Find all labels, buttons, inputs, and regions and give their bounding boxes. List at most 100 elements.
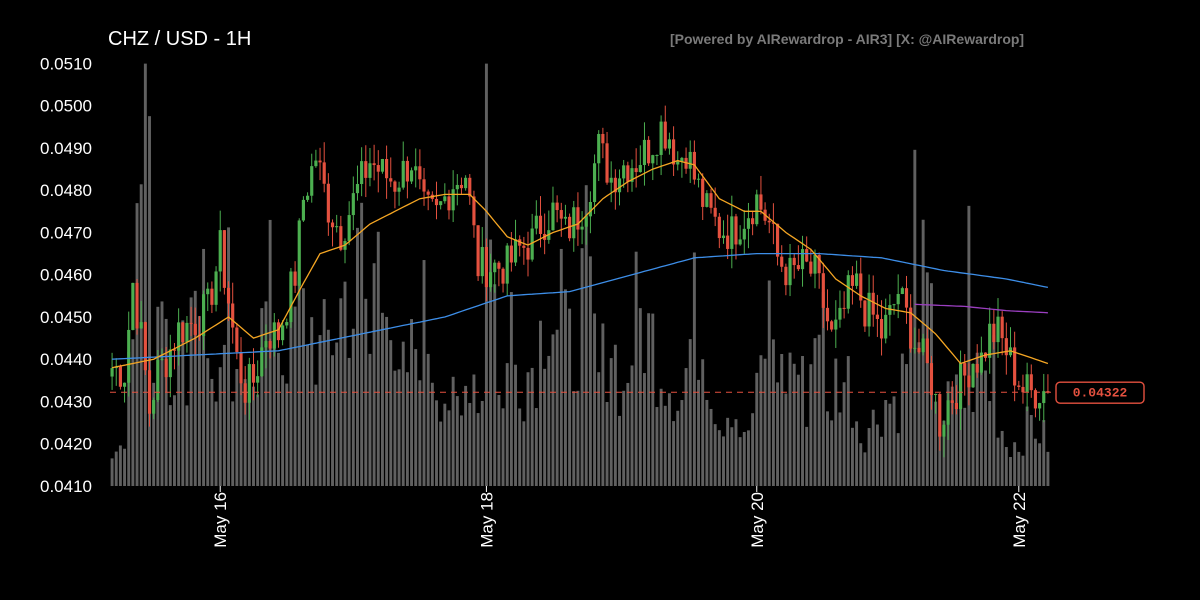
volume-bar: [489, 239, 493, 486]
candle-body: [484, 246, 488, 288]
volume-bar: [992, 335, 996, 486]
candle-body: [447, 196, 451, 211]
candle-body: [235, 327, 239, 352]
candle-body: [434, 198, 439, 206]
volume-bar: [272, 344, 276, 486]
volume-bar: [389, 340, 393, 486]
volume-bar: [551, 334, 555, 486]
candle-body: [472, 196, 476, 226]
candle-body: [509, 245, 513, 263]
volume-bar: [730, 427, 734, 486]
volume-bar: [314, 384, 318, 486]
candle-body: [834, 319, 838, 330]
volume-bar: [326, 329, 330, 486]
volume-bar: [709, 408, 713, 486]
volume-bar: [480, 400, 484, 486]
volume-bar: [618, 415, 621, 486]
volume-bar: [834, 358, 838, 486]
candle-body: [796, 265, 800, 270]
candle-body: [563, 216, 568, 219]
volume-bar: [460, 415, 463, 486]
candle-body: [1038, 403, 1042, 409]
x-tick-label: May 20: [748, 492, 767, 548]
volume-bar: [218, 367, 222, 486]
volume-bar: [1009, 457, 1012, 486]
volume-bar: [210, 378, 214, 486]
volume-bar: [622, 390, 626, 486]
volume-bar: [655, 407, 659, 486]
candle-body: [626, 165, 630, 182]
volume-bar: [738, 437, 742, 486]
volume-bar: [297, 280, 301, 486]
volume-bar: [505, 363, 509, 486]
candle-body: [667, 139, 672, 149]
candle-body: [659, 121, 663, 155]
volume-bar: [1029, 415, 1033, 486]
candle-body: [992, 323, 996, 343]
volume-bar: [659, 388, 663, 486]
candle-body: [513, 239, 518, 263]
volume-bar: [863, 452, 867, 486]
candle-body: [210, 288, 214, 305]
candle-body: [260, 347, 264, 377]
volume-bar: [368, 353, 372, 486]
candle-body: [875, 314, 879, 319]
volume-bar: [227, 227, 230, 486]
candle-body: [214, 271, 218, 305]
candle-body: [751, 218, 755, 225]
volume-bar: [572, 391, 576, 486]
volume-bar: [593, 313, 597, 486]
volume-bar: [509, 292, 513, 486]
volume-bar: [331, 355, 334, 486]
candle-body: [139, 322, 143, 329]
volume-bar: [493, 284, 497, 486]
volume-bar: [168, 405, 172, 486]
candle-body: [264, 341, 268, 348]
volume-bar: [177, 333, 181, 486]
ma-slow-line: [112, 252, 1049, 360]
candle-body: [555, 202, 559, 211]
candle-body: [809, 261, 813, 274]
volume-bar: [971, 411, 975, 486]
candle-body: [218, 230, 222, 272]
volume-bar: [934, 401, 938, 486]
candle-body: [351, 193, 355, 216]
candle-body: [647, 139, 651, 164]
candle-body: [464, 177, 468, 189]
candle-body: [971, 363, 975, 388]
volume-bar: [692, 252, 696, 486]
volume-bar: [181, 320, 185, 486]
candle-body: [663, 121, 667, 149]
volume-bar: [193, 290, 197, 486]
candle-body: [476, 225, 480, 277]
candle-body: [938, 394, 942, 437]
candle-body: [497, 262, 501, 269]
candle-body: [1017, 385, 1021, 387]
volume-bars: [110, 63, 1050, 487]
candle-body: [746, 218, 751, 229]
candle-body: [642, 139, 647, 166]
volume-bar: [1046, 451, 1050, 486]
candle-body: [181, 322, 185, 342]
candle-body: [131, 282, 135, 330]
volume-bar: [859, 443, 863, 486]
volume-bar: [950, 386, 954, 486]
candle-body: [805, 249, 809, 262]
volume-bar: [231, 401, 235, 486]
y-tick-label: 0.0420: [40, 435, 92, 454]
volume-bar: [842, 382, 846, 486]
candle-body: [222, 230, 226, 288]
volume-bar: [734, 419, 738, 486]
candle-body: [672, 139, 676, 165]
candle-body: [455, 184, 459, 190]
y-tick-label: 0.0490: [40, 139, 92, 158]
volume-bar: [896, 433, 900, 486]
y-tick-label: 0.0430: [40, 392, 92, 411]
candle-body: [152, 400, 156, 414]
volume-bar: [805, 426, 809, 486]
volume-bar: [871, 409, 875, 486]
volume-bar: [1004, 447, 1008, 486]
volume-bar: [472, 374, 476, 486]
axes: 0.0410 0.0420 0.0430 0.0440 0.0450 0.0460 0.04…: [40, 54, 1029, 547]
candle-body: [572, 207, 576, 239]
